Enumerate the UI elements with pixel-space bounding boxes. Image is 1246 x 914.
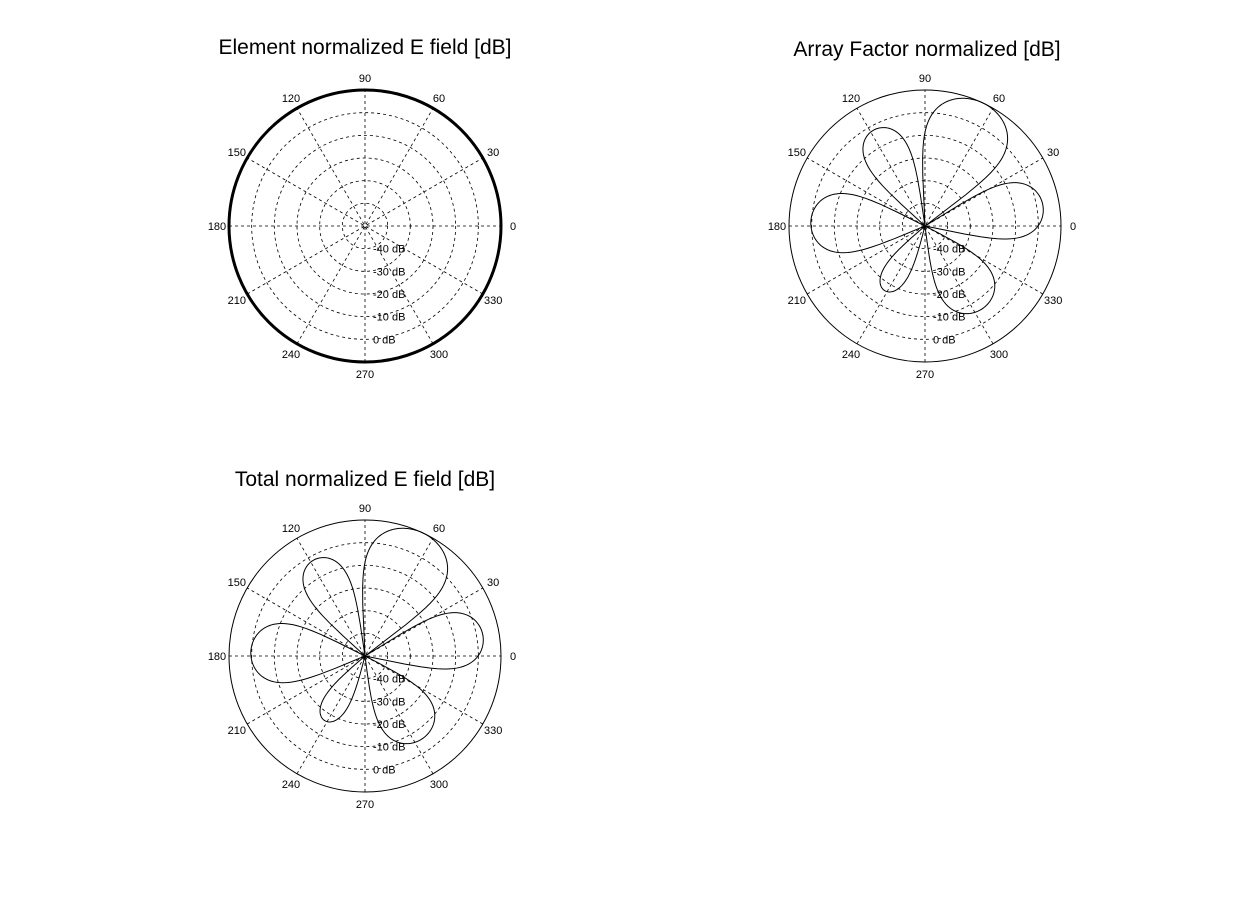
array-factor-plot: Array Factor normalized [dB] 0 30 60 90 120 1… <box>768 38 1076 381</box>
radial-tick-label: -10 dB <box>933 312 965 324</box>
grid-ring <box>273 564 457 748</box>
angle-tick-label: 150 <box>228 147 246 159</box>
angle-tick-label: 150 <box>228 577 246 589</box>
angle-tick-label: 60 <box>993 93 1005 105</box>
angle-tick-label: 210 <box>228 295 246 307</box>
radial-tick-label: -40 dB <box>373 674 405 686</box>
angle-tick-label: 300 <box>430 779 448 791</box>
angle-tick-label: 240 <box>282 779 300 791</box>
angle-tick-label: 270 <box>356 799 374 811</box>
angle-tick-label: 90 <box>359 73 371 85</box>
angle-tick-label: 330 <box>484 725 502 737</box>
angle-tick-label: 30 <box>487 147 499 159</box>
angle-tick-label: 210 <box>228 725 246 737</box>
grid-ring <box>833 134 1017 318</box>
radial-tick-label: -30 dB <box>373 266 405 278</box>
angle-tick-label: 330 <box>1044 295 1062 307</box>
angle-tick-label: 60 <box>433 93 445 105</box>
radial-tick-label: 0 dB <box>373 764 396 776</box>
angle-tick-label: 120 <box>282 93 300 105</box>
angle-tick-label: 240 <box>842 349 860 361</box>
plot-title: Total normalized E field [dB] <box>235 468 495 491</box>
angle-tick-label: 300 <box>430 349 448 361</box>
angle-tick-label: 30 <box>1047 147 1059 159</box>
angle-tick-label: 210 <box>788 295 806 307</box>
angle-tick-label: 120 <box>842 93 860 105</box>
angle-tick-label: 300 <box>990 349 1008 361</box>
radial-tick-label: -20 dB <box>373 289 405 301</box>
angle-tick-label: 0 <box>510 651 516 663</box>
angle-tick-label: 0 <box>510 221 516 233</box>
angle-tick-label: 120 <box>282 523 300 535</box>
pattern-trace <box>810 97 1044 315</box>
angle-tick-label: 60 <box>433 523 445 535</box>
radial-tick-label: -10 dB <box>373 742 405 754</box>
grid-ring <box>273 134 457 318</box>
angle-tick-label: 90 <box>359 503 371 515</box>
plot-title: Array Factor normalized [dB] <box>793 38 1060 61</box>
angle-tick-label: 90 <box>919 73 931 85</box>
angle-tick-label: 30 <box>487 577 499 589</box>
angle-tick-label: 180 <box>208 651 226 663</box>
pattern-trace <box>227 88 503 364</box>
angle-tick-label: 330 <box>484 295 502 307</box>
angle-tick-label: 0 <box>1070 221 1076 233</box>
grid-ring <box>251 112 479 340</box>
angle-tick-label: 270 <box>916 369 934 381</box>
angle-tick-label: 180 <box>208 221 226 233</box>
radial-tick-label: -40 dB <box>933 244 965 256</box>
radial-tick-label: -40 dB <box>373 244 405 256</box>
radial-tick-label: -10 dB <box>373 312 405 324</box>
radial-tick-label: -30 dB <box>373 696 405 708</box>
angle-tick-label: 180 <box>768 221 786 233</box>
pattern-trace <box>250 527 484 745</box>
radial-tick-label: -30 dB <box>933 266 965 278</box>
angle-tick-label: 150 <box>788 147 806 159</box>
radial-tick-label: 0 dB <box>373 334 396 346</box>
total-field-plot: Total normalized E field [dB] 0 30 60 90 120… <box>208 468 516 811</box>
angle-tick-label: 240 <box>282 349 300 361</box>
angle-tick-label: 270 <box>356 369 374 381</box>
element-pattern-plot: Element normalized E field [dB] 0 30 60 90 1… <box>208 36 516 381</box>
radial-tick-label: 0 dB <box>933 334 956 346</box>
plot-title: Element normalized E field [dB] <box>219 36 512 59</box>
